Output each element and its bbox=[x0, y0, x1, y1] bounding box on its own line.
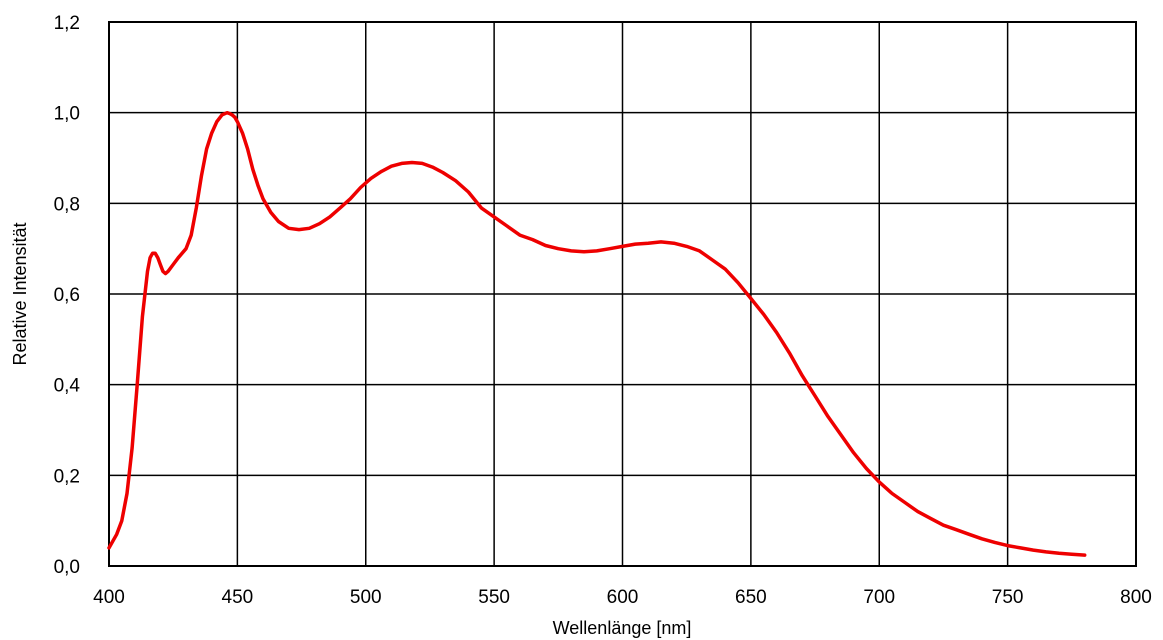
x-tick-label: 750 bbox=[992, 587, 1024, 608]
x-tick-label: 600 bbox=[607, 587, 639, 608]
x-axis-title: Wellenlänge [nm] bbox=[553, 618, 692, 638]
x-tick-label: 800 bbox=[1120, 587, 1152, 608]
y-tick-label: 0,0 bbox=[54, 557, 80, 578]
spectrum-line bbox=[107, 110, 1087, 557]
x-tick-label: 500 bbox=[350, 587, 382, 608]
y-tick-label: 0,2 bbox=[54, 466, 80, 487]
y-tick-label: 1,2 bbox=[54, 13, 80, 34]
y-tick-label: 0,4 bbox=[54, 376, 81, 397]
x-tick-label: 700 bbox=[863, 587, 895, 608]
y-tick-label: 0,8 bbox=[54, 194, 80, 215]
series-layer bbox=[107, 110, 1087, 557]
x-tick-labels: 400 450 500 550 600 650 700 750 800 bbox=[93, 587, 1152, 608]
x-tick-label: 550 bbox=[478, 587, 510, 608]
y-tick-labels: 0,0 0,2 0,4 0,6 0,8 1,0 1,2 bbox=[54, 13, 81, 578]
x-tick-label: 650 bbox=[735, 587, 767, 608]
plot-border bbox=[108, 21, 1137, 567]
y-tick-label: 1,0 bbox=[54, 104, 80, 125]
y-tick-label: 0,6 bbox=[54, 285, 80, 306]
y-axis-title: Relative Intensität bbox=[10, 222, 30, 365]
x-tick-label: 450 bbox=[222, 587, 254, 608]
x-tick-label: 400 bbox=[93, 587, 125, 608]
